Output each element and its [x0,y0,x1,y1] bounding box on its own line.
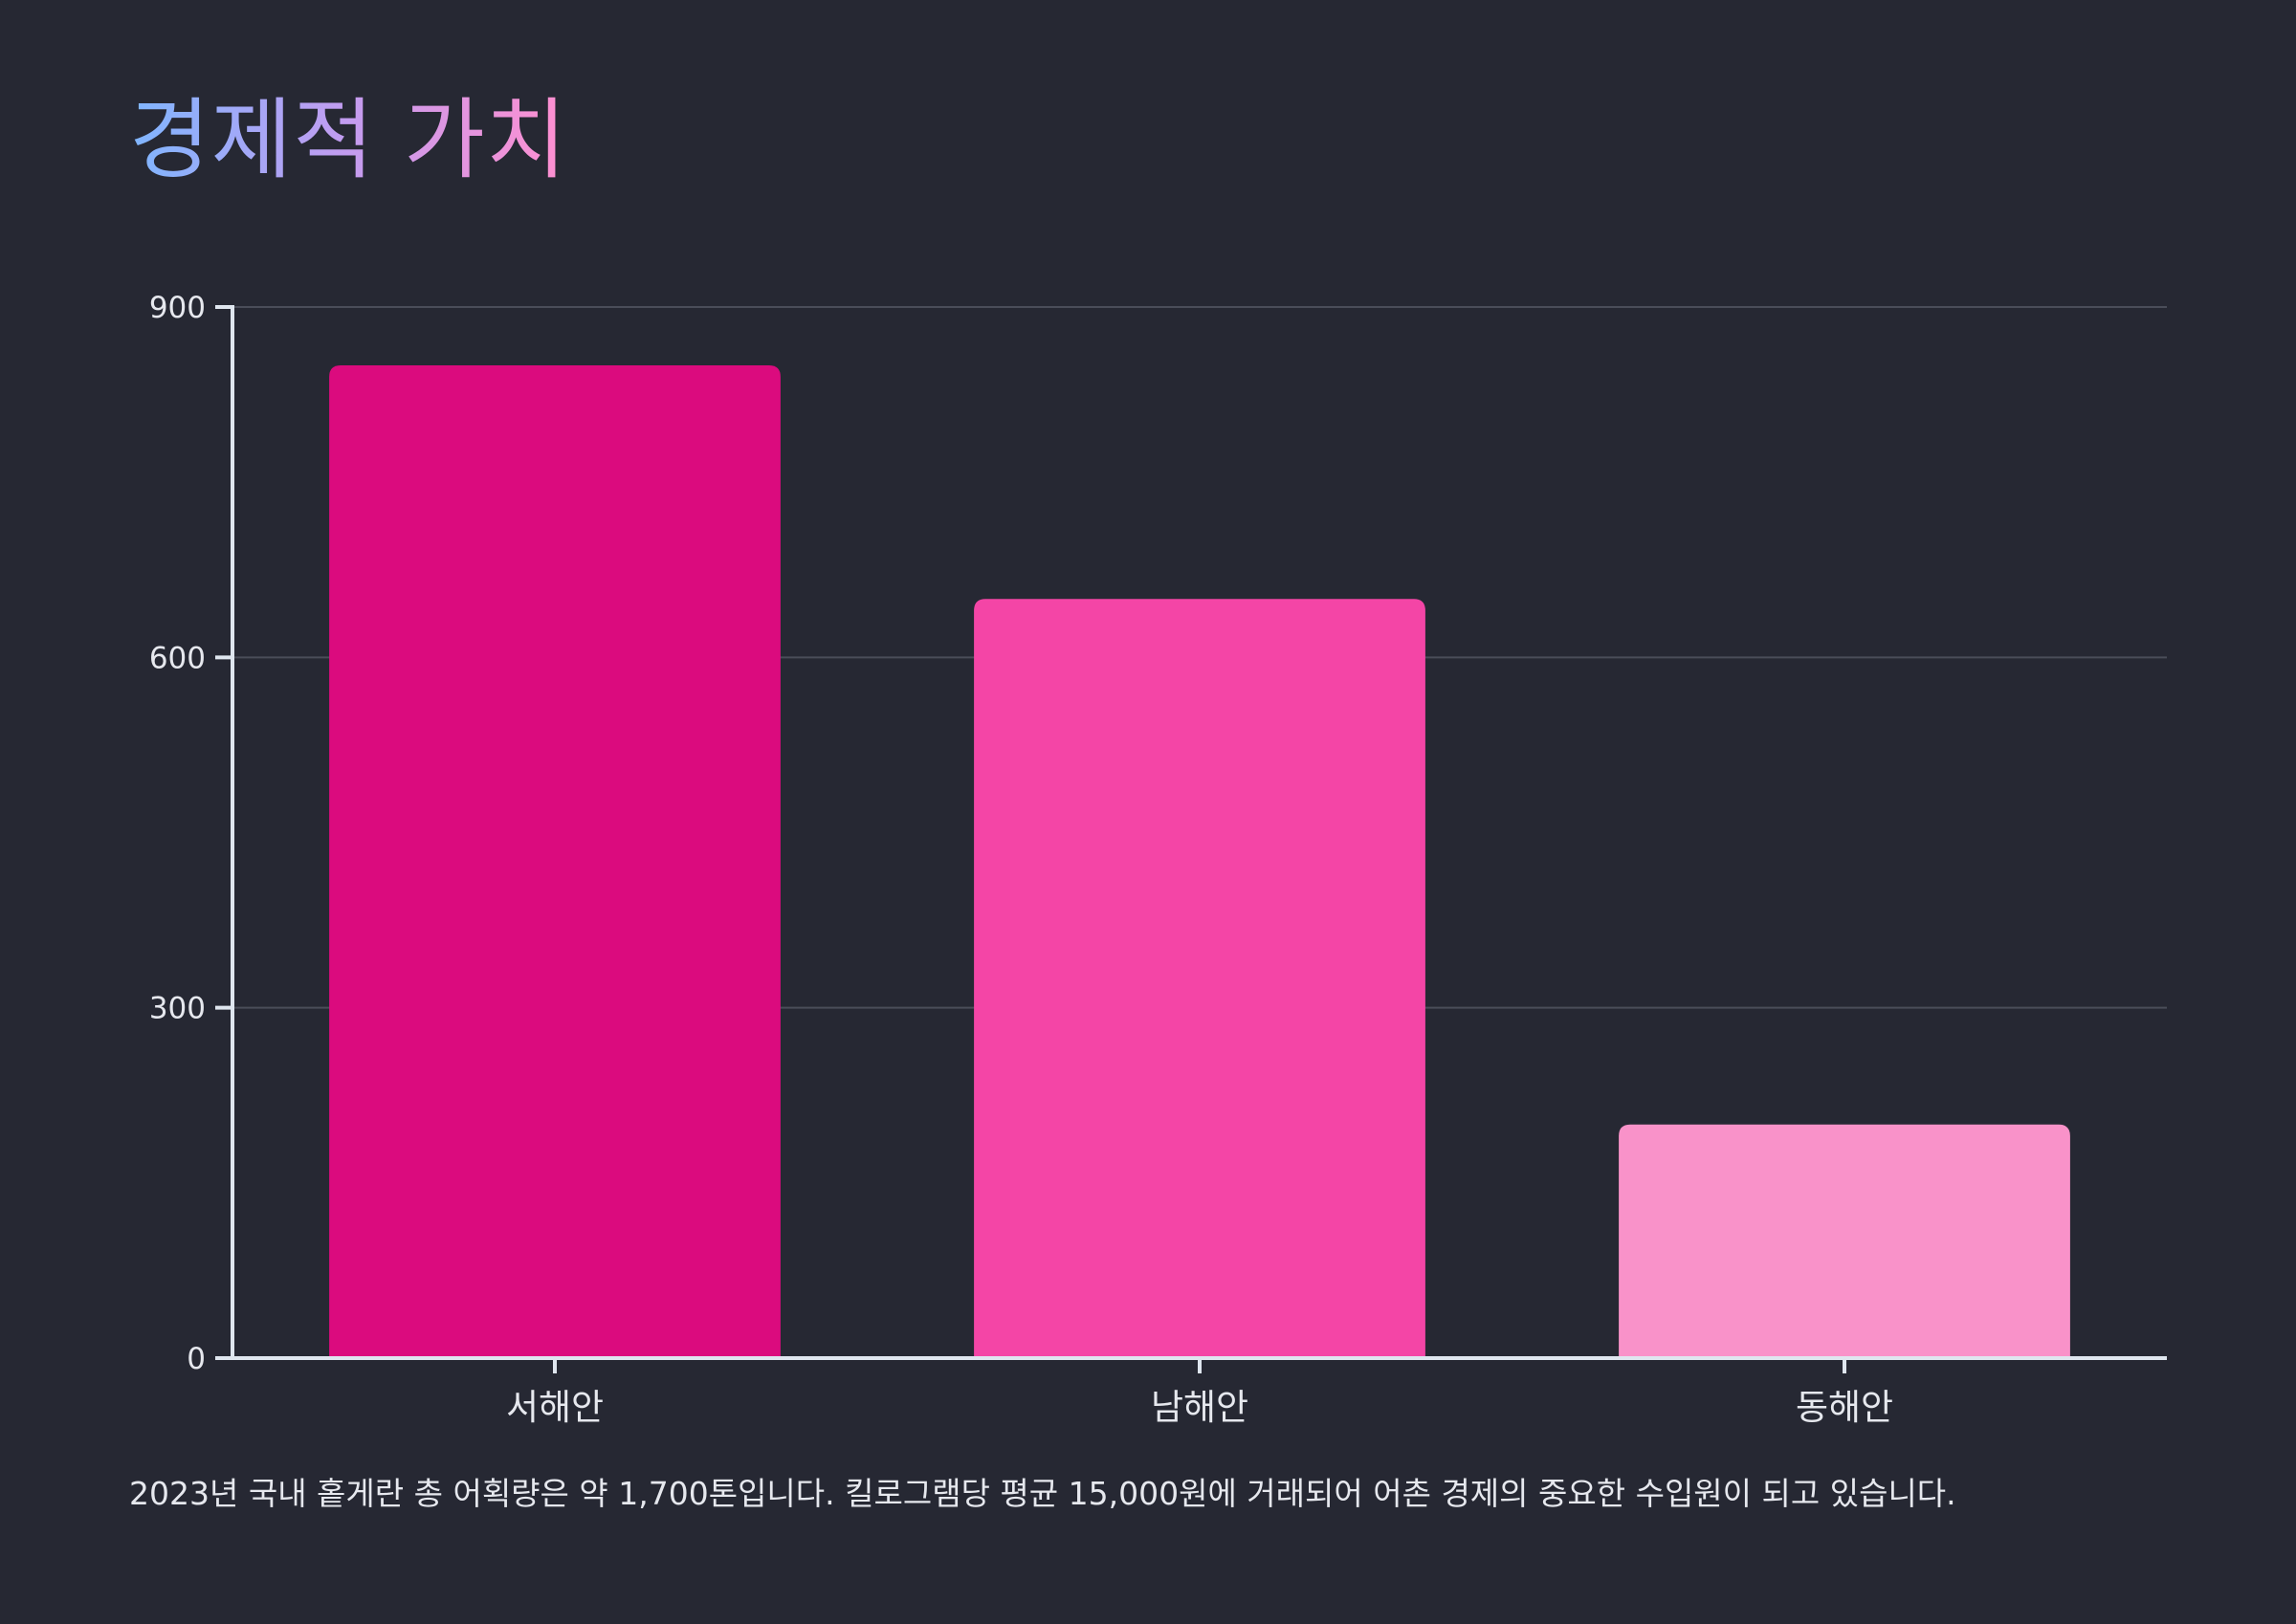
y-tick-label: 600 [149,641,206,675]
x-tick-label: 서해안 [506,1387,604,1428]
bar-1 [329,365,781,1358]
x-tick-label: 남해안 [1151,1387,1248,1428]
y-axis: 0 300 600 900 [149,291,234,1376]
y-tick-label: 0 [187,1342,206,1376]
chart-caption: 2023년 국내 홑게란 총 어획량은 약 1,700톤입니다. 킬로그램당 평… [129,1475,1956,1512]
bar-2 [974,599,1425,1358]
bar-3 [1619,1124,2070,1358]
y-tick-label: 300 [149,992,206,1026]
y-tick-label: 900 [149,291,206,325]
bars [329,365,2070,1358]
x-tick-label: 동해안 [1796,1387,1893,1428]
chart-title: 경제적 가치 [129,88,567,193]
x-axis: 서해안 남해안 동해안 [231,1356,2167,1428]
